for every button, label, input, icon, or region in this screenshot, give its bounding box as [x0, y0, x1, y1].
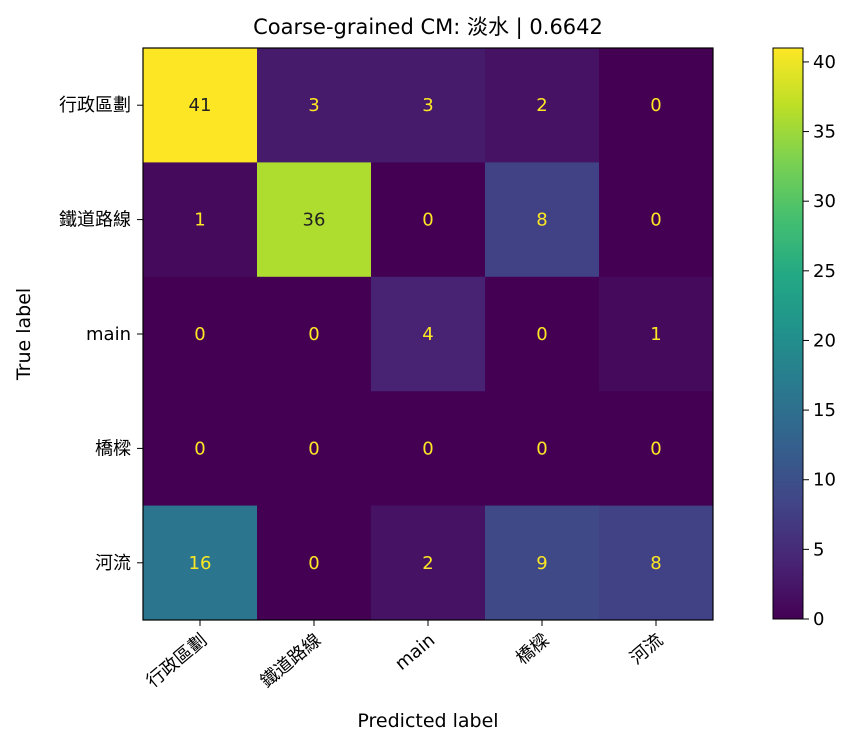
cell-value-label: 1 — [650, 324, 661, 345]
cell-value-label: 2 — [536, 95, 547, 116]
y-tick-label: main — [86, 324, 131, 345]
cell-value-label: 9 — [536, 553, 547, 574]
cell-value-label: 0 — [650, 210, 661, 231]
cell-value-label: 0 — [422, 438, 433, 459]
colorbar-ticks: 0 5 10 15 20 25 30 35 40 — [803, 52, 836, 630]
heatmap-cell — [257, 505, 372, 621]
heatmap-cell — [371, 162, 486, 278]
cell-value-label: 0 — [650, 95, 661, 116]
cell-value-label: 0 — [308, 553, 319, 574]
cell-value-label: 3 — [308, 95, 319, 116]
cell-value-label: 0 — [308, 438, 319, 459]
heatmap-cells — [143, 48, 714, 621]
heatmap-cell — [485, 391, 600, 507]
heatmap-cell — [143, 162, 258, 278]
heatmap-cell — [485, 276, 600, 392]
colorbar-tick-label: 0 — [813, 609, 824, 630]
colorbar: 0 5 10 15 20 25 30 35 40 — [772, 47, 836, 630]
x-tick-label: 行政區劃 — [143, 630, 212, 692]
cell-value-label: 3 — [422, 95, 433, 116]
y-axis-label: True label — [13, 288, 35, 381]
cell-value-label: 41 — [189, 95, 212, 116]
cell-value-label: 8 — [536, 210, 547, 231]
cell-value-label: 0 — [650, 438, 661, 459]
heatmap-cell — [257, 48, 372, 163]
heatmap-cell-labels: 41 3 3 2 0 1 36 0 8 0 0 0 4 0 1 0 0 0 0 0 16 0 2 9 8 — [189, 95, 662, 574]
colorbar-tick-label: 15 — [813, 400, 836, 421]
colorbar-tick-label: 5 — [813, 539, 824, 560]
cell-value-label: 0 — [194, 438, 205, 459]
heatmap-cell — [257, 276, 372, 392]
heatmap-cell — [371, 48, 486, 163]
heatmap-cell — [599, 276, 714, 392]
y-tick-label: 橋樑 — [95, 438, 131, 459]
colorbar-tick-label: 40 — [813, 52, 836, 73]
cell-value-label: 0 — [536, 324, 547, 345]
heatmap-cell — [257, 391, 372, 507]
heatmap-cell — [599, 391, 714, 507]
heatmap-cell — [371, 276, 486, 392]
x-tick-label: 橋樑 — [512, 630, 553, 669]
heatmap-cell — [257, 162, 372, 278]
cell-value-label: 4 — [422, 324, 433, 345]
x-tick-label: 鐵道路線 — [257, 630, 326, 692]
heatmap-cell — [599, 48, 714, 163]
cell-value-label: 0 — [536, 438, 547, 459]
heatmap-cell — [371, 505, 486, 621]
cell-value-label: 0 — [308, 324, 319, 345]
cell-value-label: 36 — [303, 210, 326, 231]
colorbar-scale — [772, 47, 804, 620]
heatmap-cell — [371, 391, 486, 507]
heatmap-cell — [143, 48, 258, 163]
colorbar-tick-label: 20 — [813, 330, 836, 351]
x-axis-label: Predicted label — [357, 710, 498, 732]
heatmap-cell — [485, 505, 600, 621]
x-axis-ticks: 行政區劃 鐵道路線 main 橋樑 河流 — [143, 620, 667, 692]
heatmap-cell — [599, 505, 714, 621]
colorbar-tick-label: 10 — [813, 470, 836, 491]
y-tick-label: 行政區劃 — [59, 95, 131, 116]
cell-value-label: 0 — [422, 210, 433, 231]
heatmap-cell — [485, 162, 600, 278]
heatmap-cell — [599, 162, 714, 278]
x-tick-label: 河流 — [626, 630, 667, 669]
colorbar-tick-label: 30 — [813, 191, 836, 212]
x-tick-label: main — [391, 630, 439, 675]
cell-value-label: 16 — [189, 553, 212, 574]
cell-value-label: 8 — [650, 553, 661, 574]
y-tick-label: 河流 — [95, 553, 131, 574]
y-tick-label: 鐵道路線 — [59, 210, 131, 231]
cell-value-label: 2 — [422, 553, 433, 574]
cell-value-label: 1 — [194, 210, 205, 231]
colorbar-tick-label: 25 — [813, 261, 836, 282]
heatmap-cell — [143, 391, 258, 507]
chart-title: Coarse-grained CM: 淡水 | 0.6642 — [253, 15, 603, 40]
heatmap-cell — [143, 505, 258, 621]
heatmap-cell — [485, 48, 600, 163]
heatmap-cell — [143, 276, 258, 392]
colorbar-tick-label: 35 — [813, 122, 836, 143]
cell-value-label: 0 — [194, 324, 205, 345]
